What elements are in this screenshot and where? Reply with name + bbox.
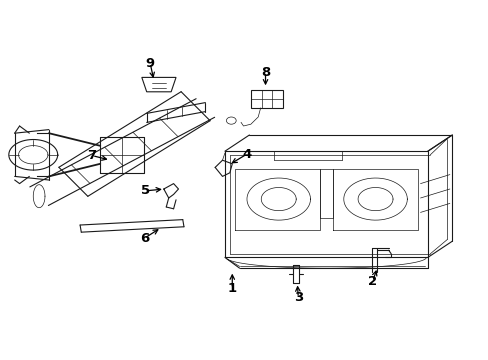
Text: 2: 2 <box>367 275 376 288</box>
Text: 7: 7 <box>87 149 96 162</box>
Text: 5: 5 <box>141 184 150 197</box>
Text: 6: 6 <box>140 232 148 245</box>
Text: 8: 8 <box>261 66 269 78</box>
Text: 1: 1 <box>227 282 236 295</box>
Bar <box>250 90 282 108</box>
Text: 3: 3 <box>293 291 302 304</box>
Text: 4: 4 <box>242 148 251 161</box>
Text: 9: 9 <box>145 57 154 69</box>
